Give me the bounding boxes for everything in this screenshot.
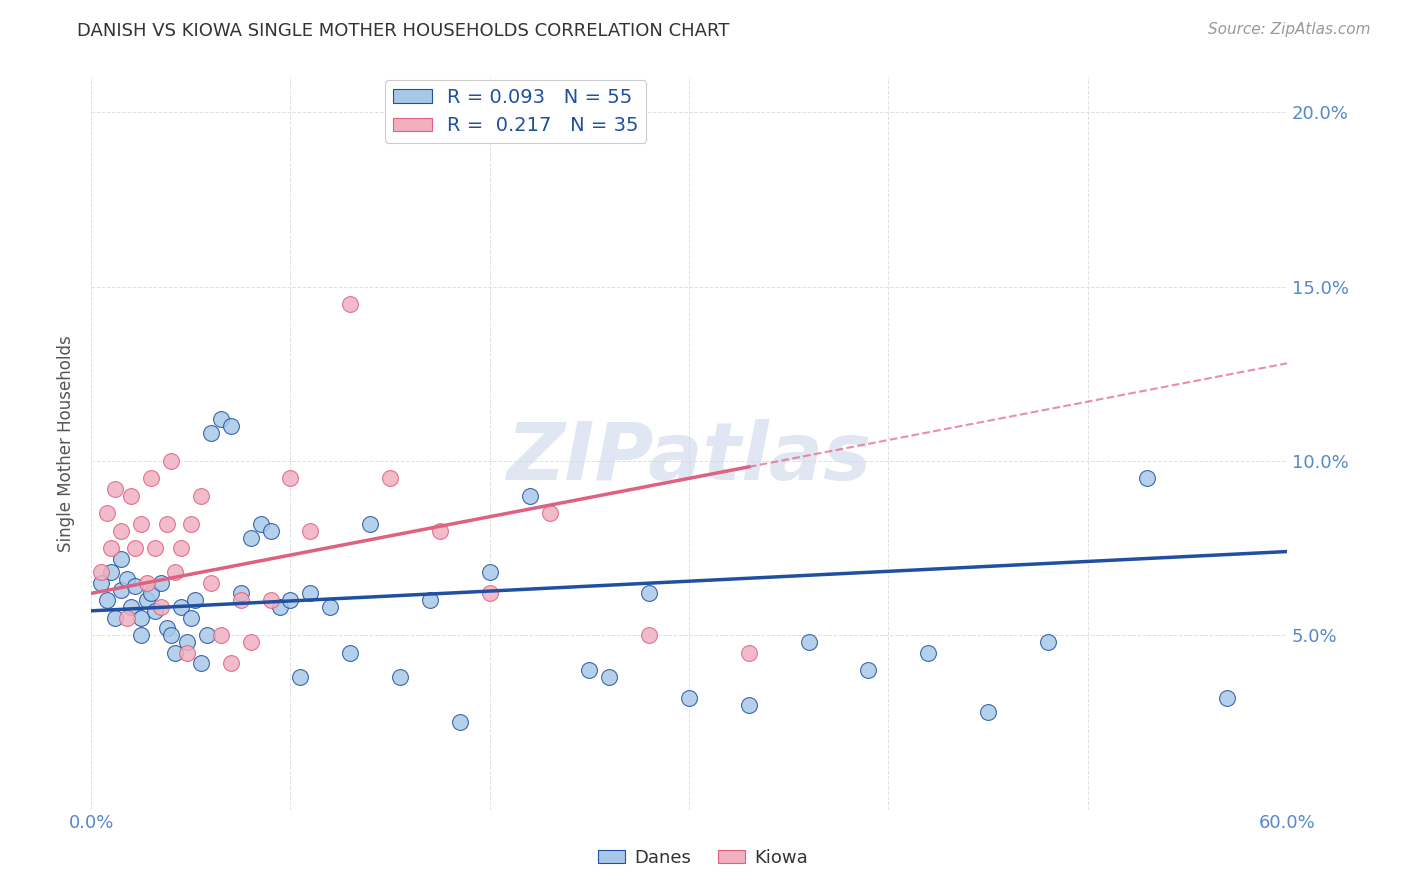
Point [209, 412, 232, 426]
Point [797, 635, 820, 649]
Point [120, 489, 142, 503]
Legend: R = 0.093   N = 55, R =  0.217   N = 35: R = 0.093 N = 55, R = 0.217 N = 35 [385, 80, 647, 143]
Point [90, 566, 112, 580]
Point [129, 628, 152, 642]
Y-axis label: Single Mother Households: Single Mother Households [58, 335, 75, 552]
Point [120, 600, 142, 615]
Point [190, 489, 212, 503]
Text: DANISH VS KIOWA SINGLE MOTHER HOUSEHOLDS CORRELATION CHART: DANISH VS KIOWA SINGLE MOTHER HOUSEHOLDS… [77, 22, 730, 40]
Point [519, 489, 541, 503]
Point [269, 600, 291, 615]
Point [100, 566, 122, 580]
Point [139, 471, 162, 485]
Point [229, 593, 252, 607]
Text: Source: ZipAtlas.com: Source: ZipAtlas.com [1208, 22, 1371, 37]
Point [219, 656, 242, 670]
Point [180, 611, 202, 625]
Point [339, 297, 361, 311]
Point [129, 611, 152, 625]
Point [219, 419, 242, 434]
Point [858, 663, 880, 677]
Legend: Danes, Kiowa: Danes, Kiowa [591, 842, 815, 874]
Point [738, 646, 761, 660]
Point [200, 576, 222, 591]
Point [96, 593, 118, 607]
Point [290, 670, 312, 684]
Point [239, 635, 262, 649]
Point [299, 524, 322, 538]
Point [1036, 635, 1059, 649]
Point [124, 541, 146, 555]
Point [110, 524, 132, 538]
Point [229, 586, 252, 600]
Point [280, 471, 302, 485]
Point [419, 593, 441, 607]
Point [110, 551, 132, 566]
Point [578, 663, 600, 677]
Point [90, 576, 112, 591]
Point [239, 531, 262, 545]
Point [149, 576, 172, 591]
Point [96, 506, 118, 520]
Point [136, 576, 159, 591]
Point [110, 582, 132, 597]
Point [160, 454, 183, 468]
Point [359, 516, 381, 531]
Point [429, 524, 451, 538]
Point [638, 586, 661, 600]
Point [339, 646, 361, 660]
Point [149, 600, 172, 615]
Point [124, 579, 146, 593]
Point [319, 600, 342, 615]
Point [104, 611, 127, 625]
Point [299, 586, 322, 600]
Point [156, 621, 179, 635]
Point [598, 670, 620, 684]
Text: ZIPatlas: ZIPatlas [506, 419, 872, 497]
Point [449, 715, 471, 730]
Point [678, 690, 700, 705]
Point [209, 628, 232, 642]
Point [163, 646, 186, 660]
Point [115, 573, 138, 587]
Point [176, 635, 198, 649]
Point [738, 698, 761, 712]
Point [136, 593, 159, 607]
Point [163, 566, 186, 580]
Point [100, 541, 122, 555]
Point [917, 646, 939, 660]
Point [249, 516, 271, 531]
Point [977, 705, 1000, 719]
Point [129, 516, 152, 531]
Point [176, 646, 198, 660]
Point [478, 566, 501, 580]
Point [139, 586, 162, 600]
Point [1216, 690, 1239, 705]
Point [115, 611, 138, 625]
Point [170, 541, 193, 555]
Point [190, 656, 212, 670]
Point [180, 516, 202, 531]
Point [156, 516, 179, 531]
Point [259, 593, 281, 607]
Point [170, 600, 193, 615]
Point [200, 425, 222, 440]
Point [160, 628, 183, 642]
Point [195, 628, 218, 642]
Point [143, 541, 166, 555]
Point [280, 593, 302, 607]
Point [638, 628, 661, 642]
Point [378, 471, 401, 485]
Point [389, 670, 412, 684]
Point [478, 586, 501, 600]
Point [143, 604, 166, 618]
Point [184, 593, 207, 607]
Point [538, 506, 561, 520]
Point [1136, 471, 1159, 485]
Point [259, 524, 281, 538]
Point [104, 482, 127, 496]
